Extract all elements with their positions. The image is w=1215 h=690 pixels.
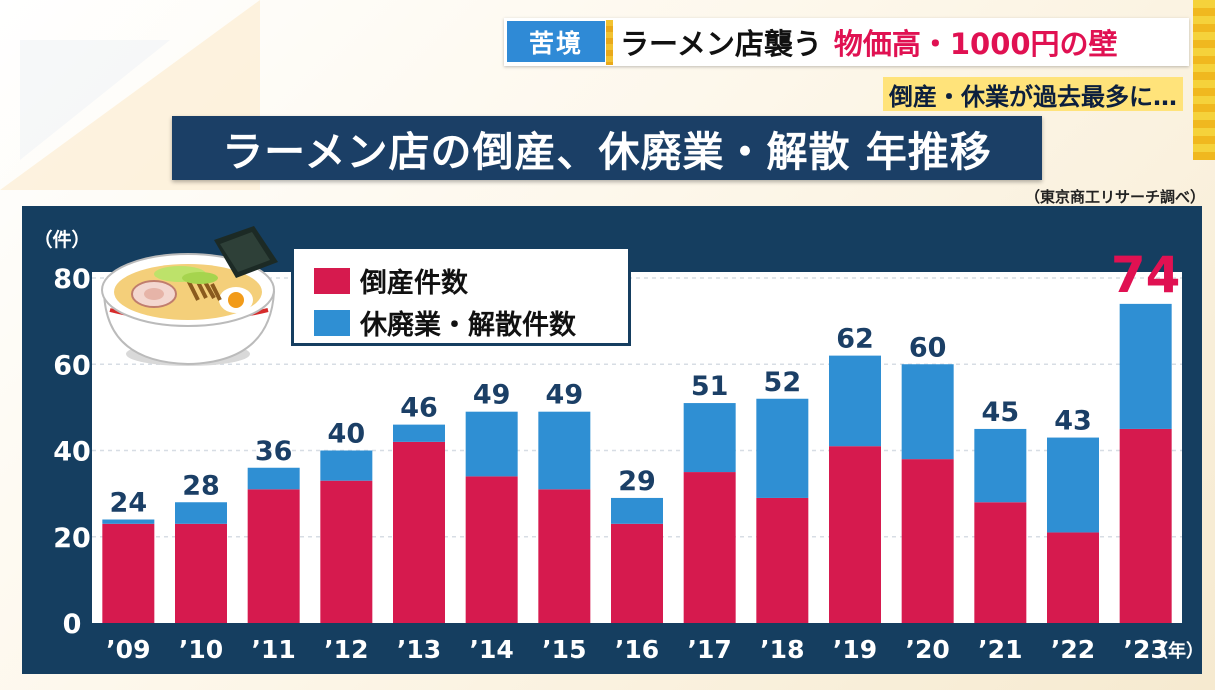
bar-bankruptcy (683, 472, 736, 623)
x-tick-label: ’17 (688, 635, 732, 664)
bar-closure (829, 355, 881, 447)
bar-closure (247, 467, 300, 490)
bar-closure (320, 450, 373, 481)
y-tick-label: 80 (53, 264, 91, 295)
background-triangle (20, 40, 170, 160)
corner-stripe (1193, 0, 1215, 160)
y-tick-label: 20 (53, 523, 91, 554)
chart-title: ラーメン店の倒産、休廃業・解散 年推移 (172, 116, 1042, 180)
bar-closure (538, 411, 591, 490)
bar-bankruptcy (974, 502, 1027, 623)
bar-bankruptcy (247, 489, 300, 623)
x-tick-label: ’10 (179, 635, 223, 664)
x-tick-label: ’13 (397, 635, 441, 664)
total-label: 45 (982, 397, 1020, 428)
x-tick-label: ’21 (978, 635, 1022, 664)
bar-closure (611, 497, 663, 524)
bar-closure (974, 428, 1027, 503)
total-label: 29 (618, 466, 656, 497)
y-axis-label: （件） (33, 228, 90, 251)
x-tick-label: ’19 (833, 635, 877, 664)
headline-main: ラーメン店襲う (620, 27, 822, 61)
legend-label-closure: 休廃業・解散件数 (360, 310, 576, 341)
x-tick-label: ’12 (324, 635, 368, 664)
legend-label-bankruptcy: 倒産件数 (360, 268, 468, 299)
bar-closure (175, 502, 227, 524)
bar-bankruptcy (829, 446, 881, 623)
total-label: 60 (909, 332, 947, 363)
total-label: 24 (110, 488, 148, 519)
total-label: 46 (400, 393, 438, 424)
bar-closure (901, 364, 954, 460)
bar-bankruptcy (393, 441, 445, 623)
x-tick-label: ’23 (1124, 635, 1168, 664)
x-axis-label: （年） (1150, 640, 1202, 662)
bar-closure (756, 398, 809, 498)
bar-bankruptcy (756, 497, 809, 623)
sub-headline: 倒産・休業が過去最多に… (883, 77, 1183, 111)
headline-stripe (606, 20, 613, 65)
headline-tag: 苦境 (507, 21, 605, 62)
headline-banner (504, 18, 1189, 66)
ramen-bowl-icon (101, 226, 278, 366)
total-label: 36 (255, 436, 293, 467)
bar-closure (1119, 303, 1172, 429)
bar-closure (683, 403, 736, 473)
chart-legend: 倒産件数 休廃業・解散件数 (291, 246, 631, 346)
bar-bankruptcy (102, 523, 155, 623)
headline-text: ラーメン店襲う 物価高・1000円の壁 (620, 19, 1118, 65)
y-tick-label: 40 (53, 437, 91, 468)
bar-bankruptcy (611, 523, 663, 623)
total-label-highlight: 74 (1111, 246, 1181, 304)
bar-bankruptcy (465, 476, 518, 623)
bar-bankruptcy (1119, 428, 1172, 623)
y-tick-label: 60 (53, 350, 91, 381)
x-tick-label: ’20 (906, 635, 950, 664)
total-label: 40 (328, 419, 366, 450)
x-tick-label: ’14 (470, 635, 514, 664)
total-label: 62 (836, 324, 874, 355)
y-tick-label: 0 (63, 609, 82, 640)
bar-bankruptcy (320, 480, 373, 623)
bar-bankruptcy (1047, 532, 1099, 623)
headline-highlight: 物価高・1000円の壁 (833, 27, 1118, 61)
bar-bankruptcy (901, 459, 954, 623)
legend-item-bankruptcy: 倒産件数 (314, 261, 468, 300)
x-tick-label: ’22 (1051, 635, 1095, 664)
total-label: 49 (546, 380, 584, 411)
source-note: （東京商工リサーチ調べ） (1024, 188, 1205, 206)
x-tick-label: ’11 (252, 635, 296, 664)
total-label: 28 (182, 470, 220, 501)
x-tick-label: ’18 (760, 635, 804, 664)
legend-swatch-closure (314, 309, 350, 336)
bar-closure (393, 424, 445, 442)
total-label: 52 (764, 367, 802, 398)
x-tick-label: ’09 (106, 635, 150, 664)
bar-closure (465, 411, 518, 477)
legend-swatch-bankruptcy (314, 267, 350, 294)
total-label: 43 (1054, 406, 1092, 437)
total-label: 51 (691, 371, 729, 402)
legend-item-closure: 休廃業・解散件数 (314, 303, 576, 342)
x-tick-label: ’16 (615, 635, 659, 664)
bar-closure (102, 519, 155, 524)
total-label: 49 (473, 380, 511, 411)
bar-bankruptcy (538, 489, 591, 623)
bar-closure (1047, 437, 1099, 533)
bar-bankruptcy (175, 523, 227, 623)
x-tick-label: ’15 (542, 635, 586, 664)
stacked-bar-chart: 0 20 40 60 80 （件） 24 ’09 28 ’10 36 ’11 40 ’12 46 ’13 49 ’… (33, 228, 1202, 664)
